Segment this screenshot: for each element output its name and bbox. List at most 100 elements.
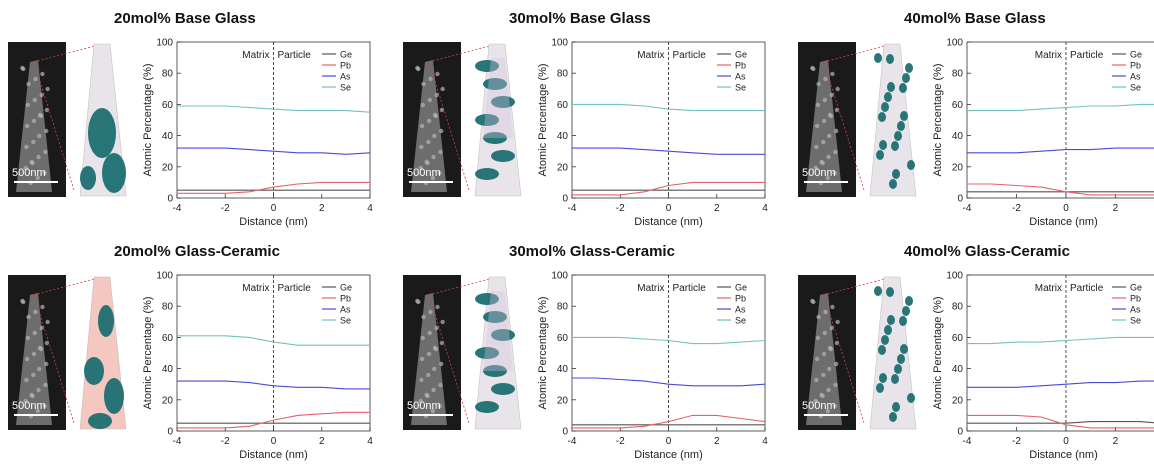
x-tick-label: 2: [319, 436, 325, 447]
particle-region: [894, 364, 902, 374]
apt-reconstruction: [33, 276, 127, 430]
series-line-as: [177, 147, 371, 155]
tem-grain: [835, 86, 840, 92]
tem-grain: [33, 309, 38, 315]
tem-grain: [438, 128, 444, 134]
apt-reconstruction: [33, 43, 127, 197]
particle-region: [902, 73, 910, 83]
tem-grain: [816, 314, 821, 320]
y-tick-label: 60: [557, 100, 569, 111]
tem-image: 500nm: [403, 42, 461, 197]
tem-grain: [814, 356, 820, 362]
apt-reconstruction: [428, 276, 522, 430]
x-axis-label: Distance (nm): [1029, 216, 1097, 228]
tem-grain: [23, 398, 28, 404]
tem-needle: [16, 60, 52, 192]
legend-label-as: As: [1130, 72, 1141, 82]
tem-grain: [427, 97, 432, 103]
tem-grain: [45, 319, 50, 325]
tem-grain: [426, 372, 431, 378]
tem-grain: [24, 144, 29, 150]
series-line-pb: [177, 181, 370, 194]
x-tick-label: 2: [1113, 436, 1119, 447]
particle-region: [491, 329, 515, 341]
tem-grain: [431, 154, 436, 160]
tem-grain: [35, 175, 41, 181]
chart-20gc: 0 20 40 60 80 100 -4 -2 0 2 4 Distance (nm) Atomic P…: [142, 271, 373, 462]
particle-region: [475, 347, 499, 359]
particle-region: [907, 160, 915, 170]
particle-region: [881, 335, 889, 345]
y-tick-label: 0: [957, 194, 963, 205]
legend-label-as: As: [340, 305, 351, 315]
tem-image: 500nm: [798, 42, 856, 197]
series-line-as: [967, 147, 1154, 154]
particle-region: [886, 287, 894, 297]
particle-region: [894, 131, 902, 141]
y-tick-label: 0: [957, 427, 963, 438]
annotation-matrix: Matrix: [242, 50, 269, 61]
y-axis-label: Atomic Percentage (%): [932, 296, 944, 409]
tem-grain: [426, 118, 432, 124]
tint-region: [483, 291, 513, 371]
apt-reconstruction: [428, 43, 522, 197]
tem-grain: [822, 97, 827, 103]
tem-grain: [439, 107, 445, 113]
panel-30bg: 30mol% Base Glass 500nm 0 20 40 60 80 100 -4 -2 0 2…: [395, 0, 779, 233]
y-tick-label: 60: [952, 333, 964, 344]
x-tick-label: -4: [173, 436, 182, 447]
tem-grain: [823, 309, 828, 315]
tem-tip-shape: [16, 60, 52, 192]
tem-grain: [30, 160, 35, 166]
annotation-matrix: Matrix: [242, 283, 269, 294]
tem-grain: [23, 165, 28, 171]
scale-bar-label: 500nm: [12, 167, 46, 179]
x-tick-label: 4: [762, 436, 768, 447]
particle-region: [84, 357, 104, 385]
x-tick-label: -2: [221, 203, 230, 214]
tem-grain: [430, 175, 436, 181]
tem-tip-shape: [411, 293, 447, 425]
legend-label-pb: Pb: [340, 294, 351, 304]
tem-grain: [31, 118, 37, 124]
tem-grain: [418, 398, 423, 404]
legend-label-se: Se: [735, 83, 746, 93]
particle-region: [491, 150, 515, 162]
tem-grain: [425, 160, 430, 166]
series-line-as: [967, 380, 1154, 388]
tip-images: 500nm: [403, 271, 523, 431]
particle-region: [897, 121, 905, 131]
tem-grain: [21, 299, 26, 305]
series-line-pb: [967, 183, 1154, 196]
particle-region: [879, 373, 887, 383]
tem-grain: [834, 107, 840, 113]
apt-reconstruction: [823, 276, 917, 430]
tem-grain: [31, 372, 36, 378]
x-tick-label: 2: [714, 203, 720, 214]
series-line-pb: [177, 411, 370, 429]
x-axis-label: Distance (nm): [634, 216, 702, 228]
tem-grain: [430, 408, 436, 414]
particle-region: [475, 60, 499, 72]
y-tick-label: 40: [557, 364, 569, 375]
particle-region: [491, 96, 515, 108]
tem-grain: [35, 408, 41, 414]
particle-region: [881, 102, 889, 112]
tem-grain: [437, 170, 442, 176]
tem-grain: [440, 319, 445, 325]
tem-tip-shape: [806, 60, 842, 192]
legend-label-ge: Ge: [1130, 283, 1142, 293]
tem-grain: [811, 299, 816, 305]
particle-region: [104, 378, 124, 414]
panel-40bg: 40mol% Base Glass 500nm 0 20 40 60 80 100 -4 -2 0 2…: [790, 0, 1154, 233]
y-tick-label: 20: [557, 395, 569, 406]
tem-grain: [814, 144, 819, 150]
particle-region: [874, 53, 882, 63]
y-tick-label: 0: [167, 194, 173, 205]
tem-grain: [826, 154, 831, 160]
tem-grain: [38, 346, 44, 352]
particle-region: [889, 412, 897, 422]
legend-label-pb: Pb: [340, 61, 351, 71]
tem-grain: [813, 398, 818, 404]
scale-bar-label: 500nm: [407, 167, 441, 179]
